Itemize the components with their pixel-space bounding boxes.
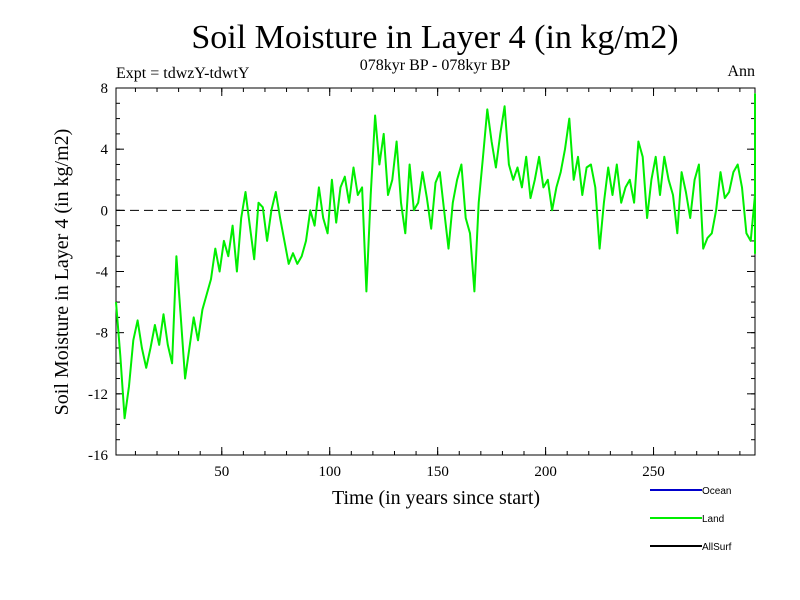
y-tick-label: -12 (88, 387, 108, 403)
y-tick-label: -4 (96, 265, 109, 281)
y-tick-label: 0 (101, 203, 109, 219)
x-tick-label: 150 (426, 464, 449, 480)
experiment-label: Expt = tdwzY-tdwtY (116, 65, 250, 82)
y-tick-label: 8 (101, 81, 109, 97)
y-tick-label: -16 (88, 448, 108, 464)
y-tick-label: 4 (101, 142, 109, 158)
y-axis-label: Soil Moisture in Layer 4 (in kg/m2) (51, 129, 73, 416)
chart-title: Soil Moisture in Layer 4 (in kg/m2) (191, 19, 678, 56)
legend: Ocean Land AllSurf (650, 486, 732, 553)
plot-area: 50 100 150 200 250 -16 -12 -8 -4 0 4 8 (88, 81, 756, 480)
period-label: Ann (727, 63, 755, 80)
legend-label-land: Land (702, 514, 724, 525)
series-line-land (115, 93, 756, 420)
chart-subtitle: 078kyr BP - 078kyr BP (360, 57, 511, 74)
legend-label-allsurf: AllSurf (702, 542, 732, 553)
x-axis-label: Time (in years since start) (332, 487, 540, 509)
legend-label-ocean: Ocean (702, 486, 731, 497)
x-tick-label: 100 (318, 464, 341, 480)
x-tick-label: 50 (214, 464, 229, 480)
y-tick-label: -8 (96, 326, 109, 342)
x-tick-label: 250 (642, 464, 665, 480)
x-tick-label: 200 (534, 464, 557, 480)
